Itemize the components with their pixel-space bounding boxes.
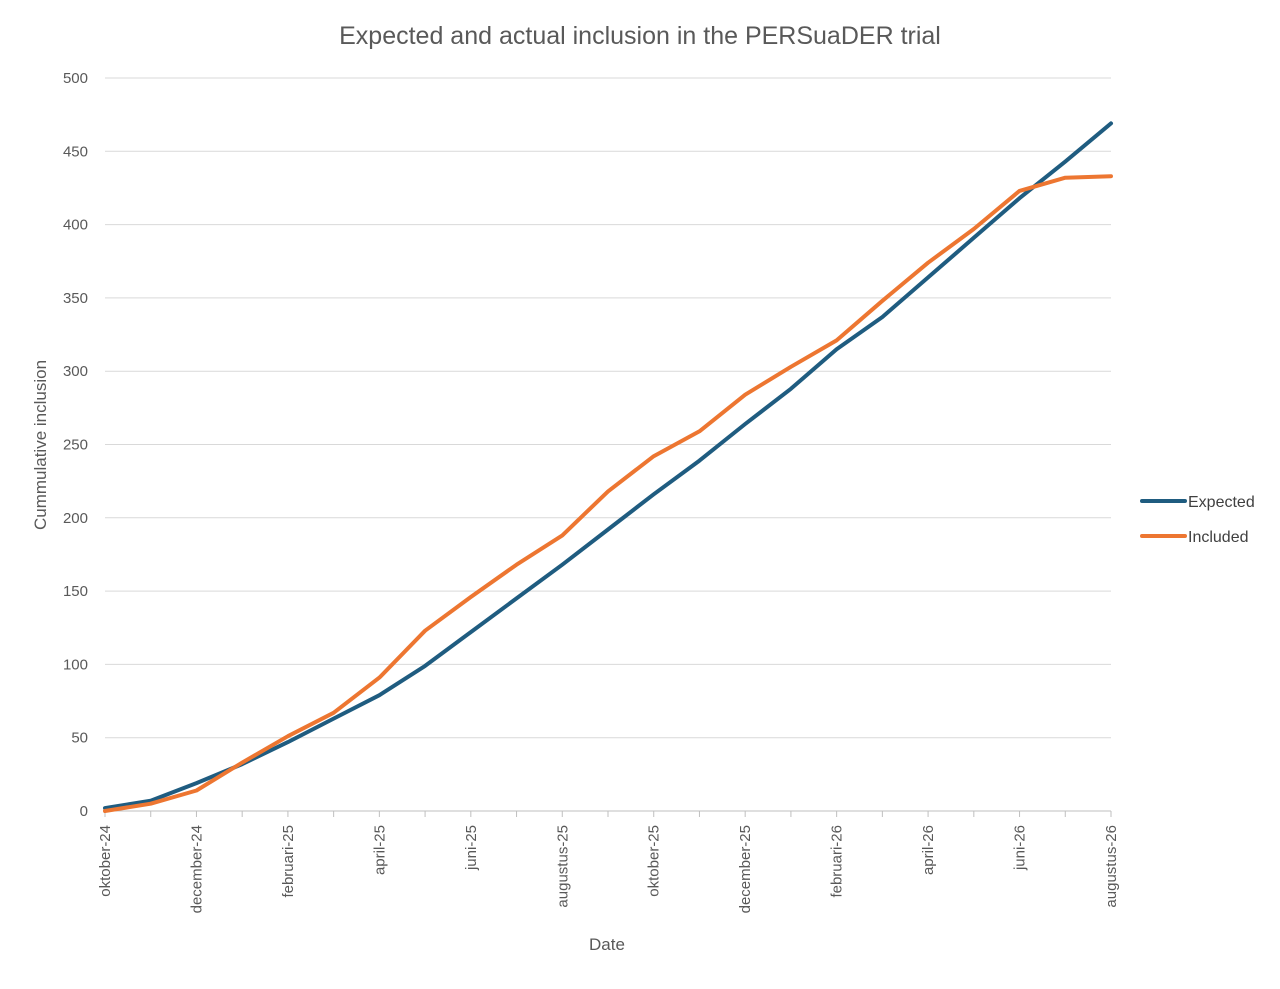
y-tick-label: 400	[63, 217, 88, 234]
series-lines	[103, 121, 1113, 813]
legend-label-expected: Expected	[1188, 494, 1255, 511]
x-axis-label: Date	[589, 935, 625, 954]
y-tick-label: 500	[63, 70, 88, 87]
y-tick-label: 150	[63, 583, 88, 600]
chart-title: Expected and actual inclusion in the PER…	[339, 22, 941, 50]
y-tick-label: 450	[63, 143, 88, 160]
x-tick-label: december-25	[737, 825, 754, 913]
gridlines	[105, 77, 1111, 739]
series-line-included	[103, 174, 1113, 813]
y-tick-label: 200	[63, 510, 88, 527]
x-tick-label: juni-26	[1012, 825, 1029, 871]
x-tick-label: juni-25	[463, 825, 480, 871]
series-line-expected	[103, 121, 1113, 811]
y-axis-ticks: 0 50 100 150 200 250 300 350 400 450 500	[63, 70, 88, 820]
legend-label-included: Included	[1188, 529, 1249, 546]
y-tick-label: 0	[80, 803, 88, 820]
x-tick-label: augustus-26	[1103, 825, 1120, 908]
y-tick-label: 50	[71, 730, 88, 747]
x-tick-label: augustus-25	[554, 825, 571, 908]
x-tick-label: februari-25	[280, 825, 297, 898]
y-tick-label: 100	[63, 656, 88, 673]
x-tick-label: februari-26	[829, 825, 846, 898]
legend: Expected Included	[1140, 494, 1255, 546]
x-axis-ticks: oktober-24 december-24 februari-25 april-25…	[97, 811, 1120, 913]
x-tick-label: december-24	[188, 825, 205, 913]
x-tick-label: oktober-24	[97, 825, 114, 897]
x-tick-label: april-25	[371, 825, 388, 875]
y-axis-label: Cummulative inclusion	[31, 360, 50, 530]
x-tick-label: april-26	[920, 825, 937, 875]
y-tick-label: 300	[63, 363, 88, 380]
y-tick-label: 350	[63, 290, 88, 307]
x-tick-label: oktober-25	[646, 825, 663, 897]
y-tick-label: 250	[63, 437, 88, 454]
